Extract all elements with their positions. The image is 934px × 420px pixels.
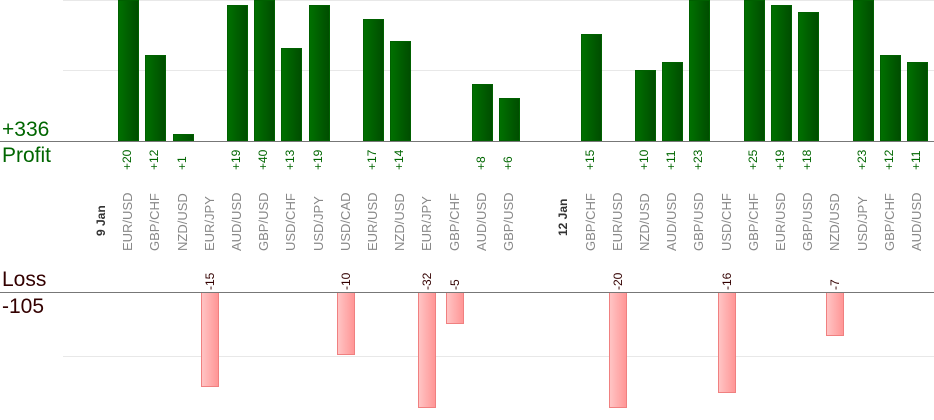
profit-bar: [363, 19, 384, 141]
pair-label: AUD/USD: [909, 192, 924, 251]
profit-value-label: +19: [773, 149, 787, 170]
pair-label: EUR/USD: [773, 192, 788, 251]
profit-bar: [662, 62, 684, 141]
loss-baseline: [0, 292, 934, 293]
loss-value-label: -32: [420, 272, 435, 290]
loss-bar: [336, 292, 355, 355]
pair-label: NZD/USD: [637, 193, 652, 251]
pair-label: USD/CAD: [337, 192, 353, 251]
profit-value-label: +12: [147, 149, 162, 170]
pair-label: USD/CHF: [718, 193, 734, 251]
pair-label: GBP/CHF: [881, 193, 897, 251]
profit-bar: [172, 133, 194, 141]
pair-label: EUR/USD: [120, 192, 136, 251]
pair-label: AUD/USD: [664, 192, 680, 251]
loss-label: Loss: [2, 268, 47, 291]
profit-value-label: +23: [854, 149, 869, 170]
profit-bar: [580, 33, 602, 141]
loss-bar: [445, 292, 464, 324]
profit-bar: [689, 0, 711, 141]
pair-label: NZD/USD: [392, 193, 408, 251]
pair-label: USD/JPY: [310, 196, 326, 251]
profit-bar: [145, 55, 167, 141]
profit-value-label: +19: [310, 149, 325, 170]
profit-bar: [907, 62, 928, 141]
profit-value-label: +40: [256, 149, 271, 170]
profit-bar: [852, 0, 874, 141]
loss-bar: [826, 292, 845, 337]
pair-label: GBP/CHF: [745, 193, 761, 251]
profit-bar: [635, 69, 656, 141]
profit-bar: [499, 98, 520, 141]
date-label: 9 Jan: [94, 205, 108, 236]
date-label: 12 Jan: [556, 198, 571, 236]
profit-value-label: +11: [909, 150, 923, 170]
profit-bar: [879, 55, 901, 141]
pair-label: USD/CHF: [283, 193, 299, 251]
profit-value-label: +25: [745, 149, 760, 170]
pair-label: EUR/USD: [365, 192, 380, 251]
profit-bar: [390, 40, 412, 141]
pair-label: AUD/USD: [229, 192, 244, 251]
profit-value-label: +23: [691, 149, 706, 170]
pair-label: GBP/USD: [501, 192, 516, 251]
profit-value-label: +13: [283, 149, 298, 170]
profit-bar: [771, 5, 792, 141]
loss-total: -105: [2, 295, 45, 318]
profit-bar: [227, 5, 248, 141]
pair-label: GBP/CHF: [147, 193, 163, 251]
loss-value-label: -10: [338, 272, 353, 290]
profit-gridline: [63, 70, 934, 71]
pair-label: GBP/USD: [256, 192, 272, 251]
profit-value-label: +15: [582, 149, 597, 170]
pair-label: USD/JPY: [854, 196, 870, 251]
pair-label: GBP/USD: [800, 192, 816, 251]
pair-label: NZD/USD: [174, 193, 190, 251]
profit-total: +336: [2, 118, 50, 141]
profit-value-label: +12: [881, 149, 896, 170]
loss-bar: [717, 292, 736, 393]
profit-bar: [471, 83, 493, 141]
profit-value-label: +20: [120, 149, 135, 170]
pair-label: EUR/JPY: [419, 196, 435, 251]
pair-label: GBP/USD: [691, 192, 707, 251]
pair-label: GBP/CHF: [582, 193, 598, 251]
profit-bar: [743, 0, 765, 141]
profit-value-label: +19: [229, 149, 243, 170]
pair-label: EUR/USD: [609, 192, 625, 251]
profit-bar: [308, 5, 330, 141]
loss-value-label: -20: [610, 272, 625, 290]
profit-value-label: +1: [174, 156, 189, 170]
profit-baseline: [0, 141, 934, 142]
profit-value-label: +6: [501, 156, 515, 170]
profit-value-label: +14: [392, 149, 407, 170]
profit-bar: [118, 0, 140, 141]
loss-value-label: -7: [828, 279, 843, 290]
profit-gridline: [63, 0, 934, 1]
loss-value-label: -16: [719, 272, 734, 290]
profit-value-label: +10: [637, 149, 651, 170]
profit-bar: [281, 48, 303, 141]
profit-label: Profit: [2, 144, 52, 167]
profit-value-label: +11: [664, 150, 679, 170]
loss-value-label: -15: [202, 272, 217, 290]
profit-bar: [798, 12, 820, 141]
pair-label: EUR/JPY: [201, 196, 217, 251]
pair-label: NZD/USD: [827, 193, 843, 251]
pair-label: GBP/CHF: [446, 193, 462, 251]
loss-bar: [200, 292, 219, 387]
profit-bar: [254, 0, 276, 141]
loss-bar: [418, 292, 437, 408]
pair-label: AUD/USD: [473, 192, 489, 251]
loss-value-label: -5: [447, 279, 462, 290]
profit-value-label: +8: [473, 156, 488, 170]
loss-gridline: [63, 356, 934, 357]
loss-bar: [608, 292, 627, 408]
profit-value-label: +18: [800, 149, 815, 170]
profit-value-label: +17: [365, 149, 379, 170]
